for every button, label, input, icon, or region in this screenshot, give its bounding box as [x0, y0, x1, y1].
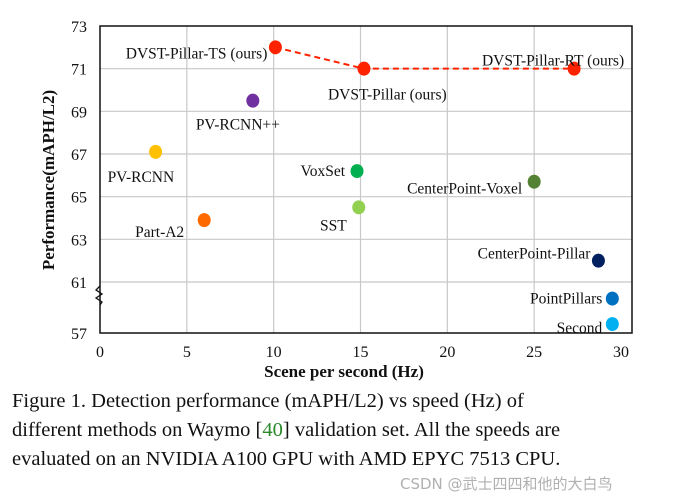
- point-label: DVST-Pillar (ours): [328, 87, 447, 104]
- y-tick-label: 71: [71, 62, 87, 79]
- point-label: DVST-Pillar-RT (ours): [482, 53, 624, 70]
- caption-line-2: different methods on Waymo [40] validati…: [12, 416, 560, 444]
- caption-line-1: Figure 1. Detection performance (mAPH/L2…: [12, 390, 524, 412]
- y-tick-label: 67: [71, 147, 87, 164]
- data-point: [350, 164, 364, 179]
- watermark: CSDN @武士四四和他的大白鸟: [400, 475, 613, 493]
- data-point: [605, 317, 619, 332]
- point-label: PointPillars: [530, 291, 602, 308]
- data-point: [357, 61, 371, 76]
- x-tick-label: 5: [183, 344, 191, 361]
- data-point: [605, 291, 619, 306]
- point-label: CenterPoint-Voxel: [407, 181, 522, 198]
- plot-frame: [99, 25, 633, 334]
- citation-link[interactable]: 40: [262, 419, 283, 441]
- x-tick-label: 0: [96, 344, 104, 361]
- point-label: SST: [320, 217, 347, 234]
- data-point: [197, 213, 211, 228]
- y-tick-label: 69: [71, 104, 87, 121]
- x-tick-label: 20: [439, 344, 455, 361]
- caption-text: different methods on Waymo [: [12, 419, 263, 441]
- x-tick-label: 10: [266, 344, 282, 361]
- caption-text: ] validation set. All the speeds are: [282, 419, 561, 441]
- point-label: DVST-Pillar-TS (ours): [126, 45, 268, 62]
- data-point: [246, 93, 260, 108]
- point-label: Second: [557, 320, 603, 337]
- data-point: [591, 253, 605, 268]
- y-tick-label: 65: [71, 190, 87, 207]
- point-label: VoxSet: [301, 163, 346, 180]
- data-point: [527, 174, 541, 189]
- point-label: PV-RCNN: [108, 169, 175, 186]
- y-tick-label: 57: [71, 326, 87, 343]
- data-point: [352, 200, 366, 215]
- data-point: [567, 61, 581, 76]
- axis-break-icon: [94, 285, 104, 306]
- x-tick-label: 15: [353, 344, 369, 361]
- point-label: PV-RCNN++: [196, 117, 280, 134]
- x-axis-label: Scene per second (Hz): [264, 362, 424, 381]
- y-tick-label: 61: [71, 275, 87, 292]
- point-label: Part-A2: [135, 224, 184, 241]
- data-point: [149, 144, 163, 159]
- x-tick-label: 25: [526, 344, 542, 361]
- y-axis-label: Performance(mAPH/L2): [39, 90, 58, 270]
- y-tick-label: 73: [71, 19, 87, 36]
- x-tick-label: 30: [613, 344, 629, 361]
- data-point: [268, 40, 282, 55]
- y-tick-label: 63: [71, 232, 87, 249]
- point-label: CenterPoint-Pillar: [478, 246, 592, 263]
- caption-line-3: evaluated on an NVIDIA A100 GPU with AMD…: [12, 448, 561, 470]
